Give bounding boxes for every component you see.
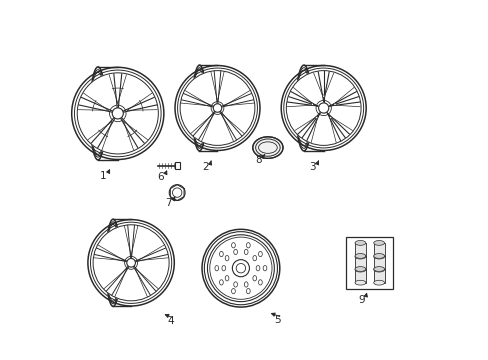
Ellipse shape [233,249,237,255]
Circle shape [93,225,168,301]
Ellipse shape [246,243,250,248]
Ellipse shape [315,116,317,119]
Ellipse shape [322,95,324,97]
Ellipse shape [373,267,384,272]
Ellipse shape [112,108,123,119]
Ellipse shape [252,256,256,261]
Ellipse shape [231,288,235,294]
Ellipse shape [373,254,384,259]
Text: 7: 7 [165,198,172,208]
Ellipse shape [252,137,283,158]
Ellipse shape [354,254,365,259]
Text: 9: 9 [357,294,364,305]
Ellipse shape [258,251,262,257]
Text: 8: 8 [254,155,261,165]
Ellipse shape [354,253,365,258]
Text: 5: 5 [274,315,281,325]
Text: 1: 1 [100,171,106,181]
Ellipse shape [222,266,225,271]
Bar [354,269,365,283]
Ellipse shape [354,267,365,272]
Bar [373,269,384,283]
Ellipse shape [318,103,328,113]
Ellipse shape [354,240,365,245]
Ellipse shape [373,280,384,285]
Ellipse shape [258,280,262,285]
Bar [174,162,180,169]
Text: 4: 4 [167,316,174,327]
Ellipse shape [244,282,247,287]
Ellipse shape [215,266,218,271]
Text: 2: 2 [202,162,209,172]
Bar [346,237,392,289]
Ellipse shape [354,280,365,285]
Ellipse shape [213,104,221,112]
Circle shape [77,73,158,154]
Bar [354,256,365,270]
Ellipse shape [209,237,271,299]
Ellipse shape [219,280,223,285]
Ellipse shape [354,267,365,271]
Bar [373,243,384,257]
Ellipse shape [207,235,274,302]
Ellipse shape [373,253,384,258]
Ellipse shape [310,103,313,105]
Ellipse shape [232,260,249,277]
Ellipse shape [373,240,384,245]
Bar [354,243,365,257]
Text: 3: 3 [309,162,316,172]
Ellipse shape [329,116,331,119]
Bar [373,256,384,270]
Ellipse shape [231,243,235,248]
Ellipse shape [233,282,237,287]
Ellipse shape [246,288,250,294]
Ellipse shape [252,276,256,281]
Ellipse shape [373,267,384,271]
Text: 6: 6 [157,172,164,182]
Circle shape [286,71,360,145]
Ellipse shape [225,276,228,281]
Ellipse shape [244,249,247,255]
Ellipse shape [225,256,228,261]
Ellipse shape [256,266,259,271]
Circle shape [180,71,254,145]
Ellipse shape [263,266,266,271]
Ellipse shape [333,103,335,105]
Ellipse shape [126,258,135,267]
Ellipse shape [219,251,223,257]
